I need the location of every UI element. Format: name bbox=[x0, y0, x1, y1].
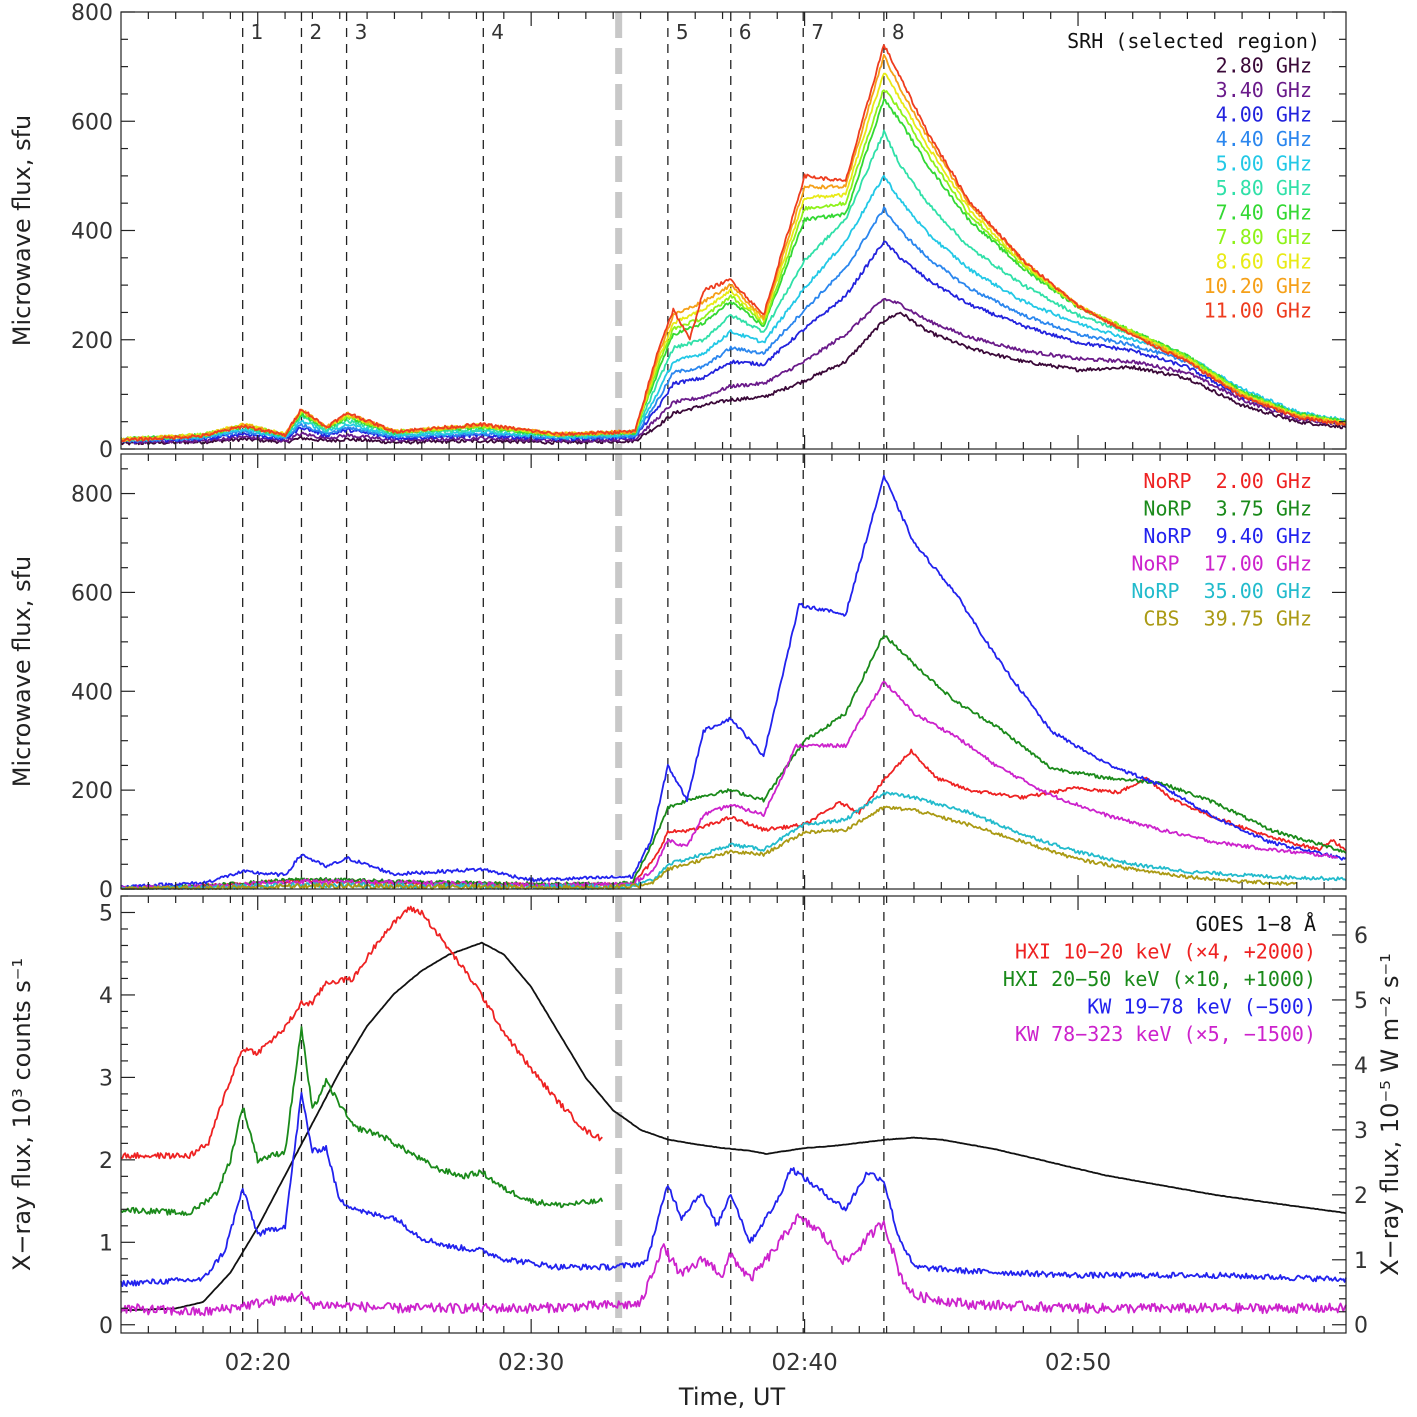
y-tick-label: 1 bbox=[99, 1231, 113, 1256]
event-label: 2 bbox=[309, 20, 322, 44]
x-tick-label: 02:30 bbox=[498, 1350, 564, 1376]
y-tick-label-right: 5 bbox=[1354, 989, 1368, 1014]
y-tick-label-right: 0 bbox=[1354, 1314, 1368, 1339]
legend-entry: 4.40 GHz bbox=[1216, 127, 1312, 151]
y-tick-label: 2 bbox=[99, 1149, 113, 1174]
event-label: 3 bbox=[355, 20, 368, 44]
x-tick-label: 02:40 bbox=[771, 1350, 837, 1376]
x-tick-label: 02:20 bbox=[225, 1350, 291, 1376]
legend-entry: 5.80 GHz bbox=[1216, 176, 1312, 200]
series-line bbox=[120, 297, 1347, 445]
legend-entry: NoRP 17.00 GHz bbox=[1131, 552, 1312, 576]
legend-entry: NoRP 3.75 GHz bbox=[1143, 497, 1312, 521]
y-axis-title: Microwave flux, sfu bbox=[8, 556, 36, 787]
legend-entry: HXI 10−20 keV (×4, +2000) bbox=[1015, 940, 1316, 964]
series-line bbox=[120, 680, 1338, 890]
event-label: 1 bbox=[251, 20, 264, 44]
legend-entry: 3.40 GHz bbox=[1216, 78, 1312, 102]
legend-entry: CBS 39.75 GHz bbox=[1143, 607, 1312, 631]
legend-entry: 2.80 GHz bbox=[1216, 54, 1312, 78]
legend-entry: 5.00 GHz bbox=[1216, 152, 1312, 176]
event-label: 6 bbox=[739, 20, 752, 44]
series-line bbox=[120, 634, 1347, 890]
y-tick-label-right: 6 bbox=[1354, 924, 1368, 949]
series-line bbox=[120, 475, 1347, 889]
y-tick-label: 3 bbox=[99, 1066, 113, 1091]
series-line bbox=[120, 1213, 1347, 1317]
series-line bbox=[120, 905, 603, 1160]
legend-title: SRH (selected region) bbox=[1067, 29, 1320, 53]
plot-frame bbox=[120, 895, 1347, 1334]
y-tick-label: 600 bbox=[71, 581, 113, 606]
series-line bbox=[120, 44, 1347, 443]
y-axis-title-right: X−ray flux, 10⁻⁵ W m⁻² s⁻¹ bbox=[1376, 953, 1404, 1276]
legend-entry: 11.00 GHz bbox=[1204, 299, 1312, 323]
series-line bbox=[120, 174, 1347, 443]
y-tick-label-right: 2 bbox=[1354, 1184, 1368, 1209]
event-label: 4 bbox=[491, 20, 504, 44]
legend-entry: HXI 20−50 keV (×10, +1000) bbox=[1003, 967, 1316, 991]
y-tick-label: 0 bbox=[99, 438, 113, 463]
y-axis-title: Microwave flux, sfu bbox=[8, 115, 36, 346]
series-line bbox=[120, 1026, 604, 1216]
plot-frame bbox=[120, 453, 1347, 890]
y-tick-label: 5 bbox=[99, 901, 113, 926]
y-tick-label: 800 bbox=[71, 483, 113, 508]
x-axis-title: Time, UT bbox=[678, 1383, 786, 1411]
legend-entry: NoRP 35.00 GHz bbox=[1131, 579, 1312, 603]
y-tick-label: 0 bbox=[99, 1314, 113, 1339]
legend-entry: 7.80 GHz bbox=[1216, 225, 1312, 249]
y-tick-label: 400 bbox=[71, 680, 113, 705]
legend-entry: 10.20 GHz bbox=[1204, 274, 1312, 298]
x-tick-label: 02:50 bbox=[1045, 1350, 1111, 1376]
series-line bbox=[120, 1091, 1347, 1287]
y-tick-label: 600 bbox=[71, 110, 113, 135]
y-tick-label: 400 bbox=[71, 220, 113, 245]
series-line bbox=[120, 791, 1347, 890]
legend-entry: 7.40 GHz bbox=[1216, 201, 1312, 225]
legend-entry: KW 78−323 keV (×5, −1500) bbox=[1015, 1022, 1316, 1046]
event-label: 7 bbox=[811, 20, 824, 44]
legend-entry: 4.00 GHz bbox=[1216, 103, 1312, 127]
legend-entry: KW 19−78 keV (−500) bbox=[1087, 995, 1316, 1019]
y-tick-label-right: 4 bbox=[1354, 1054, 1368, 1079]
legend-entry: NoRP 2.00 GHz bbox=[1143, 469, 1312, 493]
y-tick-label-right: 1 bbox=[1354, 1249, 1368, 1274]
series-line bbox=[120, 805, 1297, 890]
event-label: 5 bbox=[676, 20, 689, 44]
series-line bbox=[120, 941, 1347, 1312]
series-line bbox=[120, 240, 1347, 444]
y-tick-label: 800 bbox=[71, 1, 113, 26]
legend-entry: NoRP 9.40 GHz bbox=[1143, 524, 1312, 548]
y-tick-label-right: 3 bbox=[1354, 1119, 1368, 1144]
event-label: 8 bbox=[892, 20, 905, 44]
y-axis-title: X−ray flux, 10³ counts s⁻¹ bbox=[8, 958, 36, 1271]
legend-entry: 8.60 GHz bbox=[1216, 250, 1312, 274]
y-tick-label: 200 bbox=[71, 329, 113, 354]
legend-entry: GOES 1−8 Å bbox=[1196, 912, 1316, 936]
y-tick-label: 0 bbox=[99, 878, 113, 903]
y-tick-label: 4 bbox=[99, 984, 113, 1009]
y-tick-label: 200 bbox=[71, 779, 113, 804]
